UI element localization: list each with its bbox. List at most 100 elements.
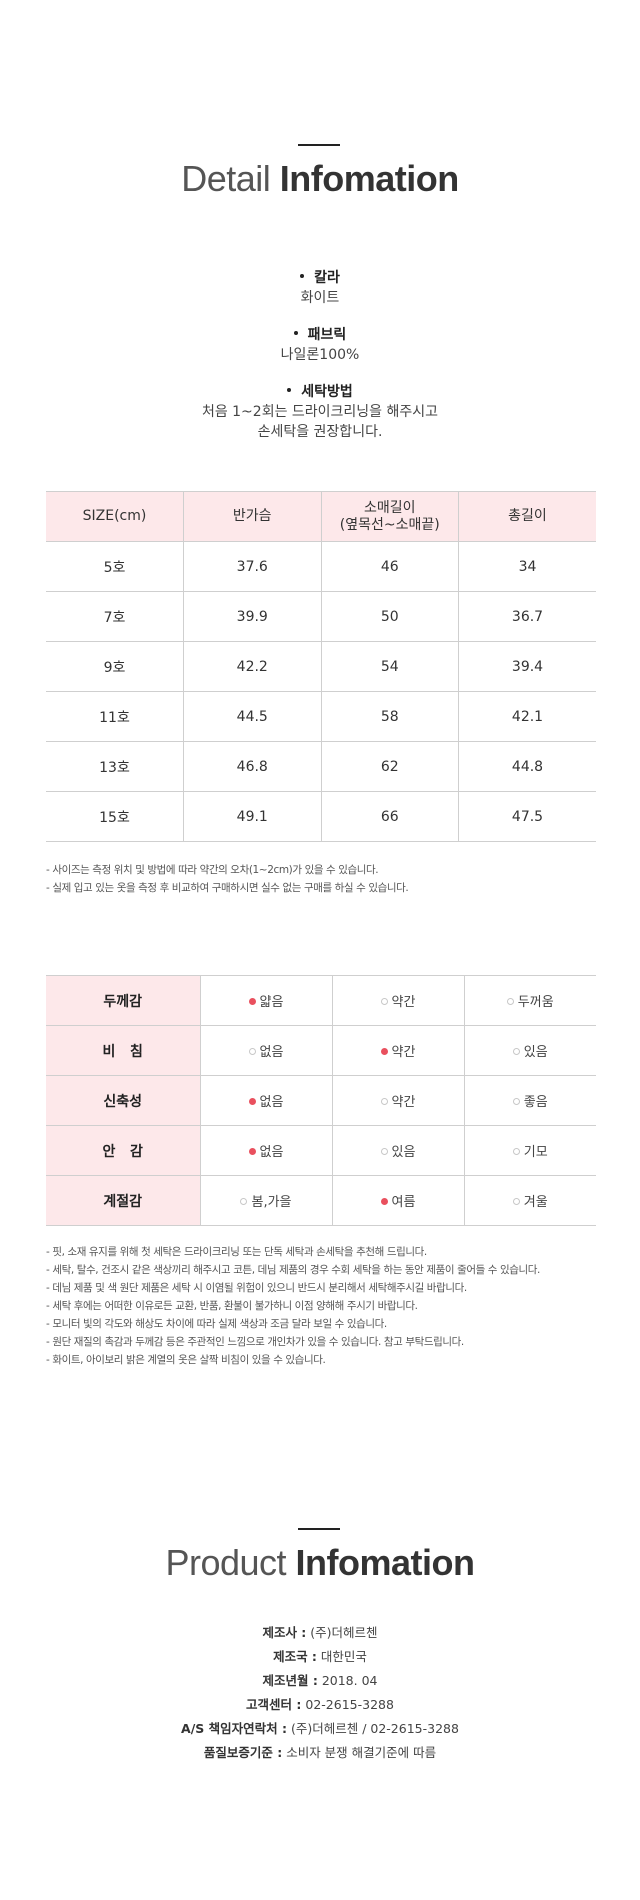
header-sleeve-line-1: 소매길이 bbox=[363, 499, 416, 516]
care-note: - 핏, 소재 유지를 위해 첫 세탁은 드라이크리닝 또는 단독 세탁과 손세… bbox=[46, 1246, 427, 1258]
cell-sleeve: 50 bbox=[320, 591, 459, 642]
cell-size: 15호 bbox=[46, 791, 184, 842]
attribute-option: 없음 bbox=[199, 1125, 333, 1176]
size-notes: - 사이즈는 측정 위치 및 방법에 따라 약간의 오차(1~2cm)가 있을 … bbox=[46, 861, 606, 897]
cell-chest: 49.1 bbox=[183, 791, 322, 842]
attribute-option: 없음 bbox=[199, 1025, 333, 1076]
attribute-row-season: 계절감 봄,가을 여름 겨울 bbox=[46, 1175, 596, 1226]
cell-chest: 39.9 bbox=[183, 591, 322, 642]
detail-title-light: Detail bbox=[181, 158, 271, 199]
header-length: 총길이 bbox=[458, 491, 596, 542]
detail-title-bar bbox=[298, 144, 340, 146]
care-note: - 원단 재질의 촉감과 두께감 등은 주관적인 느낌으로 개인차가 있을 수 … bbox=[46, 1336, 464, 1348]
cell-sleeve: 54 bbox=[320, 641, 459, 692]
cell-chest: 44.5 bbox=[183, 691, 322, 742]
size-table-header: SIZE(cm) 반가슴 소매길이 (옆목선~소매끝) 총길이 bbox=[46, 491, 596, 542]
unselected-circle-icon bbox=[380, 1148, 388, 1155]
unselected-circle-icon bbox=[512, 1198, 520, 1205]
unselected-circle-icon bbox=[380, 1098, 388, 1105]
cell-size: 13호 bbox=[46, 741, 184, 792]
cell-sleeve: 58 bbox=[320, 691, 459, 742]
care-note: - 세탁 후에는 어떠한 이유로든 교환, 반품, 환불이 불가하니 이점 양해… bbox=[46, 1300, 418, 1312]
cell-chest: 42.2 bbox=[183, 641, 322, 692]
cell-sleeve: 62 bbox=[320, 741, 459, 792]
table-row: 11호 44.5 58 42.1 bbox=[46, 691, 596, 742]
attribute-option: 약간 bbox=[331, 975, 465, 1026]
selected-dot-icon bbox=[248, 998, 256, 1005]
product-title: Product Infomation bbox=[0, 1542, 640, 1584]
attribute-row-stretch: 신축성 없음 약간 좋음 bbox=[46, 1075, 596, 1126]
table-row: 5호 37.6 46 34 bbox=[46, 541, 596, 592]
selected-dot-icon bbox=[380, 1048, 388, 1055]
cell-size: 5호 bbox=[46, 541, 184, 592]
cell-size: 7호 bbox=[46, 591, 184, 642]
product-title-light: Product bbox=[165, 1542, 287, 1583]
unselected-circle-icon bbox=[512, 1148, 520, 1155]
table-row: 7호 39.9 50 36.7 bbox=[46, 591, 596, 642]
cell-length: 42.1 bbox=[458, 691, 596, 742]
unselected-circle-icon bbox=[240, 1198, 248, 1205]
care-note: - 화이트, 아이보리 밝은 계열의 옷은 살짝 비침이 있을 수 있습니다. bbox=[46, 1354, 326, 1366]
table-row: 13호 46.8 62 44.8 bbox=[46, 741, 596, 792]
cell-size: 9호 bbox=[46, 641, 184, 692]
header-sleeve-line-2: (옆목선~소매끝) bbox=[339, 516, 440, 533]
cell-length: 39.4 bbox=[458, 641, 596, 692]
care-notes: - 핏, 소재 유지를 위해 첫 세탁은 드라이크리닝 또는 단독 세탁과 손세… bbox=[46, 1243, 606, 1369]
product-info-item: 제조사 : (주)더헤르첸 bbox=[262, 1625, 378, 1640]
header-size: SIZE(cm) bbox=[46, 491, 184, 542]
product-info-item: 제조년월 : 2018. 04 bbox=[262, 1673, 378, 1688]
attribute-option: 없음 bbox=[199, 1075, 333, 1126]
table-row: 15호 49.1 66 47.5 bbox=[46, 791, 596, 842]
unselected-circle-icon bbox=[380, 998, 388, 1005]
table-row: 9호 42.2 54 39.4 bbox=[46, 641, 596, 692]
bullet-icon bbox=[300, 274, 305, 278]
detail-title: Detail Infomation bbox=[0, 158, 640, 200]
cell-sleeve: 46 bbox=[320, 541, 459, 592]
attribute-label: 비 침 bbox=[46, 1025, 201, 1076]
spec-fabric: 패브릭 나일론100% bbox=[0, 325, 640, 365]
attribute-option: 있음 bbox=[463, 1025, 596, 1076]
attribute-option: 약간 bbox=[331, 1025, 465, 1076]
unselected-circle-icon bbox=[512, 1098, 520, 1105]
spec-wash-line-2: 손세탁을 권장합니다. bbox=[257, 424, 383, 440]
attribute-label: 신축성 bbox=[46, 1075, 201, 1126]
spec-fabric-label: 패브릭 bbox=[307, 327, 347, 343]
product-info-item: 품질보증기준 : 소비자 분쟁 해결기준에 따름 bbox=[203, 1745, 437, 1760]
attribute-option: 약간 bbox=[331, 1075, 465, 1126]
attribute-option: 기모 bbox=[463, 1125, 596, 1176]
spec-color-label: 칼라 bbox=[314, 270, 340, 286]
size-note: - 사이즈는 측정 위치 및 방법에 따라 약간의 오차(1~2cm)가 있을 … bbox=[46, 864, 379, 876]
product-info-item: 제조국 : 대한민국 bbox=[273, 1649, 367, 1664]
attribute-option: 봄,가을 bbox=[199, 1175, 333, 1226]
fabric-attribute-table: 두께감 얇음 약간 두꺼움 비 침 없음 약간 있음 신축성 없음 약간 좋음 … bbox=[46, 975, 596, 1226]
header-sleeve: 소매길이 (옆목선~소매끝) bbox=[320, 491, 459, 542]
cell-chest: 46.8 bbox=[183, 741, 322, 792]
attribute-option: 있음 bbox=[331, 1125, 465, 1176]
bullet-icon bbox=[293, 331, 298, 335]
bullet-icon bbox=[287, 388, 292, 392]
detail-title-bold: Infomation bbox=[279, 158, 459, 199]
attribute-label: 안 감 bbox=[46, 1125, 201, 1176]
attribute-option: 얇음 bbox=[199, 975, 333, 1026]
care-note: - 세탁, 탈수, 건조시 같은 색상끼리 해주시고 코튼, 데님 제품의 경우… bbox=[46, 1264, 540, 1276]
product-info-item: 고객센터 : 02-2615-3288 bbox=[246, 1697, 394, 1712]
cell-chest: 37.6 bbox=[183, 541, 322, 592]
spec-wash-line-1: 처음 1~2회는 드라이크리닝을 해주시고 bbox=[201, 404, 439, 420]
attribute-option: 겨울 bbox=[463, 1175, 596, 1226]
unselected-circle-icon bbox=[248, 1048, 256, 1055]
spec-fabric-value: 나일론100% bbox=[280, 347, 360, 363]
cell-length: 47.5 bbox=[458, 791, 596, 842]
attribute-label: 계절감 bbox=[46, 1175, 201, 1226]
cell-sleeve: 66 bbox=[320, 791, 459, 842]
attribute-option: 두꺼움 bbox=[463, 975, 596, 1026]
attribute-label: 두께감 bbox=[46, 975, 201, 1026]
size-note: - 실제 입고 있는 옷을 측정 후 비교하여 구매하시면 실수 없는 구매를 … bbox=[46, 882, 409, 894]
attribute-option: 좋음 bbox=[463, 1075, 596, 1126]
attribute-row-thickness: 두께감 얇음 약간 두꺼움 bbox=[46, 975, 596, 1026]
selected-dot-icon bbox=[248, 1148, 256, 1155]
attribute-row-sheerness: 비 침 없음 약간 있음 bbox=[46, 1025, 596, 1076]
cell-length: 34 bbox=[458, 541, 596, 592]
attribute-row-lining: 안 감 없음 있음 기모 bbox=[46, 1125, 596, 1176]
selected-dot-icon bbox=[248, 1098, 256, 1105]
product-title-bar bbox=[298, 1528, 340, 1530]
